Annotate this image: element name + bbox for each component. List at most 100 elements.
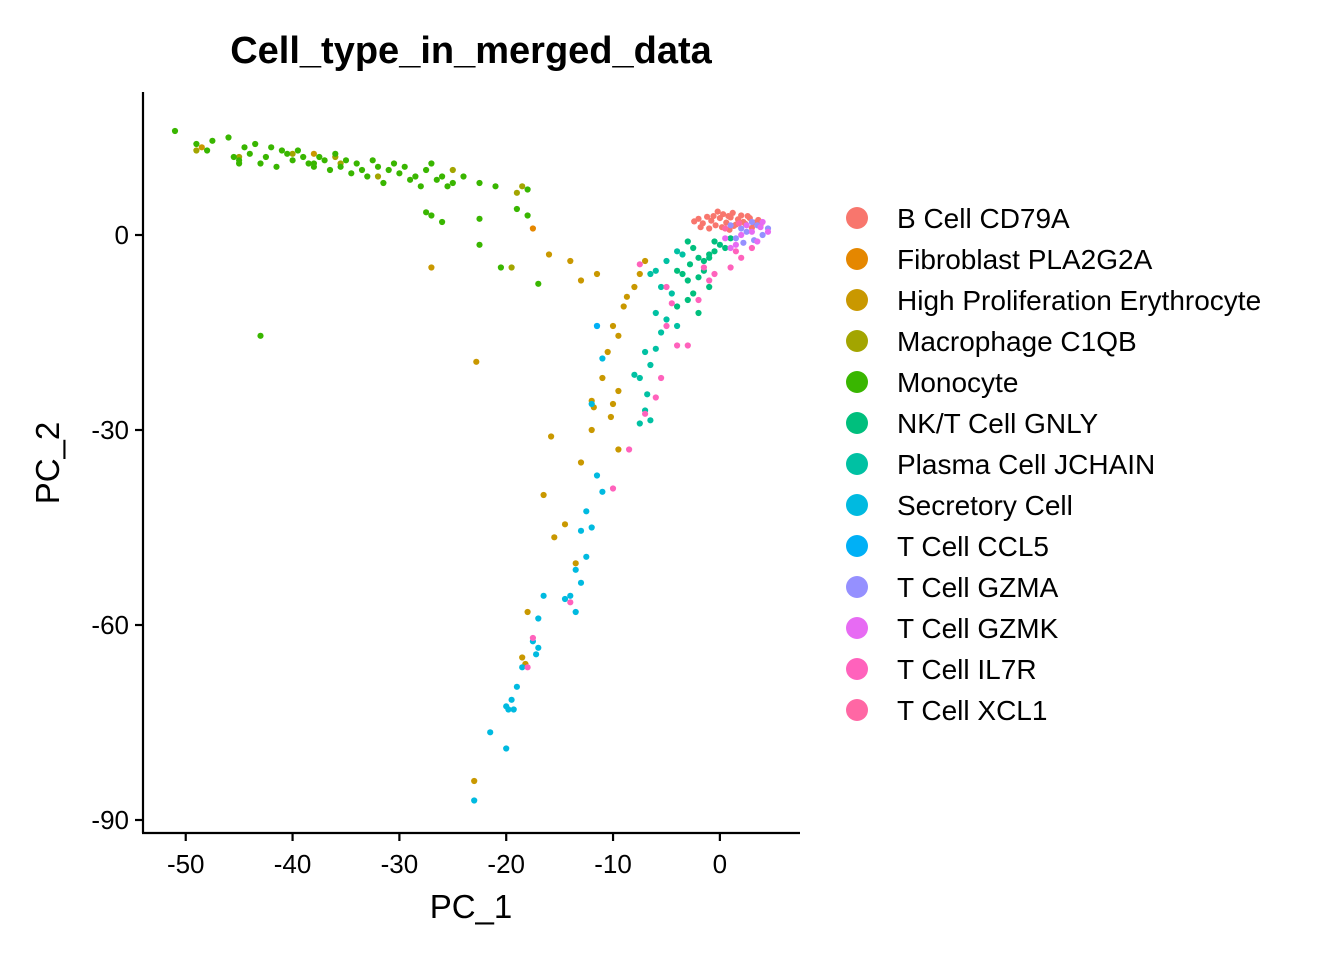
point-series-6-7 [663, 316, 670, 323]
point-series-4-1 [193, 140, 200, 148]
point-series-0-4 [712, 222, 719, 229]
legend-item: High Proliferation Erythrocyte [846, 285, 1261, 316]
legend-item: T Cell GZMK [846, 613, 1059, 644]
point-series-11-3 [663, 322, 670, 330]
x-tick-label: -30 [381, 849, 419, 879]
point-series-7-9 [572, 566, 579, 573]
point-series-6-11 [647, 361, 654, 369]
point-series-4-7 [241, 144, 248, 151]
y-axis-ticks: 0 -30 -60 -90 [91, 220, 143, 835]
point-series-4-36 [396, 170, 403, 177]
point-series-4-18 [300, 153, 307, 161]
point-series-4-53 [439, 218, 446, 226]
point-series-4-21 [316, 153, 323, 161]
point-series-2-9 [631, 283, 638, 291]
point-series-5-16 [674, 303, 681, 310]
point-series-6-3 [652, 267, 659, 274]
point-series-2-10 [636, 270, 643, 278]
point-series-0-16 [697, 224, 704, 231]
point-series-4-0 [171, 127, 179, 135]
point-series-6-2 [663, 257, 670, 265]
legend-item: Monocyte [846, 367, 1018, 398]
point-series-7-3 [593, 472, 601, 479]
point-series-3-0 [193, 147, 200, 154]
point-series-2-5 [567, 257, 574, 265]
point-series-4-52 [428, 212, 435, 219]
point-series-4-24 [332, 150, 339, 157]
point-series-11-11 [567, 599, 574, 606]
x-axis-ticks: -50 -40 -30 -20 -10 0 [167, 833, 727, 879]
point-series-7-6 [577, 527, 585, 534]
point-series-5-21 [686, 261, 694, 268]
point-series-7-2 [588, 400, 595, 408]
point-series-11-19 [732, 248, 740, 255]
point-series-2-1 [310, 150, 317, 157]
point-series-2-31 [623, 293, 631, 300]
point-series-7-12 [561, 595, 569, 603]
point-series-4-41 [423, 166, 430, 174]
point-series-4-13 [273, 163, 280, 170]
point-series-2-12 [609, 322, 617, 330]
point-series-10-4 [759, 218, 766, 226]
point-series-4-34 [385, 166, 392, 174]
point-series-4-32 [374, 163, 382, 170]
point-series-2-13 [615, 332, 622, 339]
legend-label: T Cell IL7R [897, 654, 1037, 685]
point-series-11-16 [727, 264, 734, 271]
point-series-11-21 [695, 296, 702, 304]
point-series-7-4 [599, 488, 606, 495]
point-series-4-26 [342, 157, 350, 164]
point-series-4-55 [513, 205, 521, 213]
legend-label: T Cell XCL1 [897, 695, 1047, 726]
point-series-4-37 [401, 163, 408, 170]
point-series-7-11 [567, 592, 574, 599]
point-series-6-15 [647, 417, 654, 424]
point-series-2-8 [620, 303, 627, 310]
point-series-7-26 [503, 745, 510, 752]
point-series-1-0 [529, 225, 537, 232]
point-series-9-1 [738, 225, 745, 232]
point-series-4-5 [230, 153, 237, 161]
point-series-7-23 [505, 706, 512, 713]
point-series-4-16 [289, 157, 296, 164]
point-series-10-1 [743, 222, 750, 229]
point-series-7-24 [510, 706, 517, 713]
point-series-2-0 [198, 144, 205, 151]
point-series-7-21 [508, 696, 515, 703]
legend-swatch [846, 658, 868, 680]
chart-title: Cell_type_in_merged_data [230, 30, 712, 72]
legend-label: High Proliferation Erythrocyte [897, 285, 1261, 316]
point-series-10-5 [764, 228, 772, 235]
point-series-11-20 [706, 277, 713, 284]
point-series-3-4 [374, 173, 382, 180]
data-points [171, 127, 772, 804]
point-series-4-9 [252, 140, 259, 148]
point-series-6-17 [668, 290, 675, 297]
point-series-2-19 [615, 387, 622, 395]
point-series-0-3 [708, 217, 715, 224]
legend-item: B Cell CD79A [846, 203, 1070, 234]
point-series-2-22 [577, 459, 585, 466]
x-tick-label: -40 [274, 849, 312, 879]
point-series-12-1 [736, 220, 743, 227]
point-series-2-14 [604, 348, 611, 356]
point-series-6-0 [674, 248, 681, 255]
point-series-4-38 [407, 176, 414, 183]
point-series-2-33 [540, 491, 547, 499]
legend-label: T Cell CCL5 [897, 531, 1049, 562]
point-series-2-25 [572, 560, 579, 567]
point-series-5-7 [722, 244, 729, 252]
point-series-5-5 [711, 248, 718, 255]
point-series-6-8 [658, 329, 665, 336]
legend-item: T Cell XCL1 [846, 695, 1047, 726]
legend-label: Secretory Cell [897, 490, 1073, 521]
point-series-6-10 [642, 348, 649, 356]
legend-label: NK/T Cell GNLY [897, 408, 1099, 439]
point-series-11-2 [668, 300, 675, 307]
legend-swatch [846, 494, 868, 516]
point-series-5-15 [684, 296, 691, 304]
point-series-4-29 [358, 166, 366, 174]
point-series-12-0 [722, 225, 729, 232]
point-series-7-5 [583, 508, 590, 515]
